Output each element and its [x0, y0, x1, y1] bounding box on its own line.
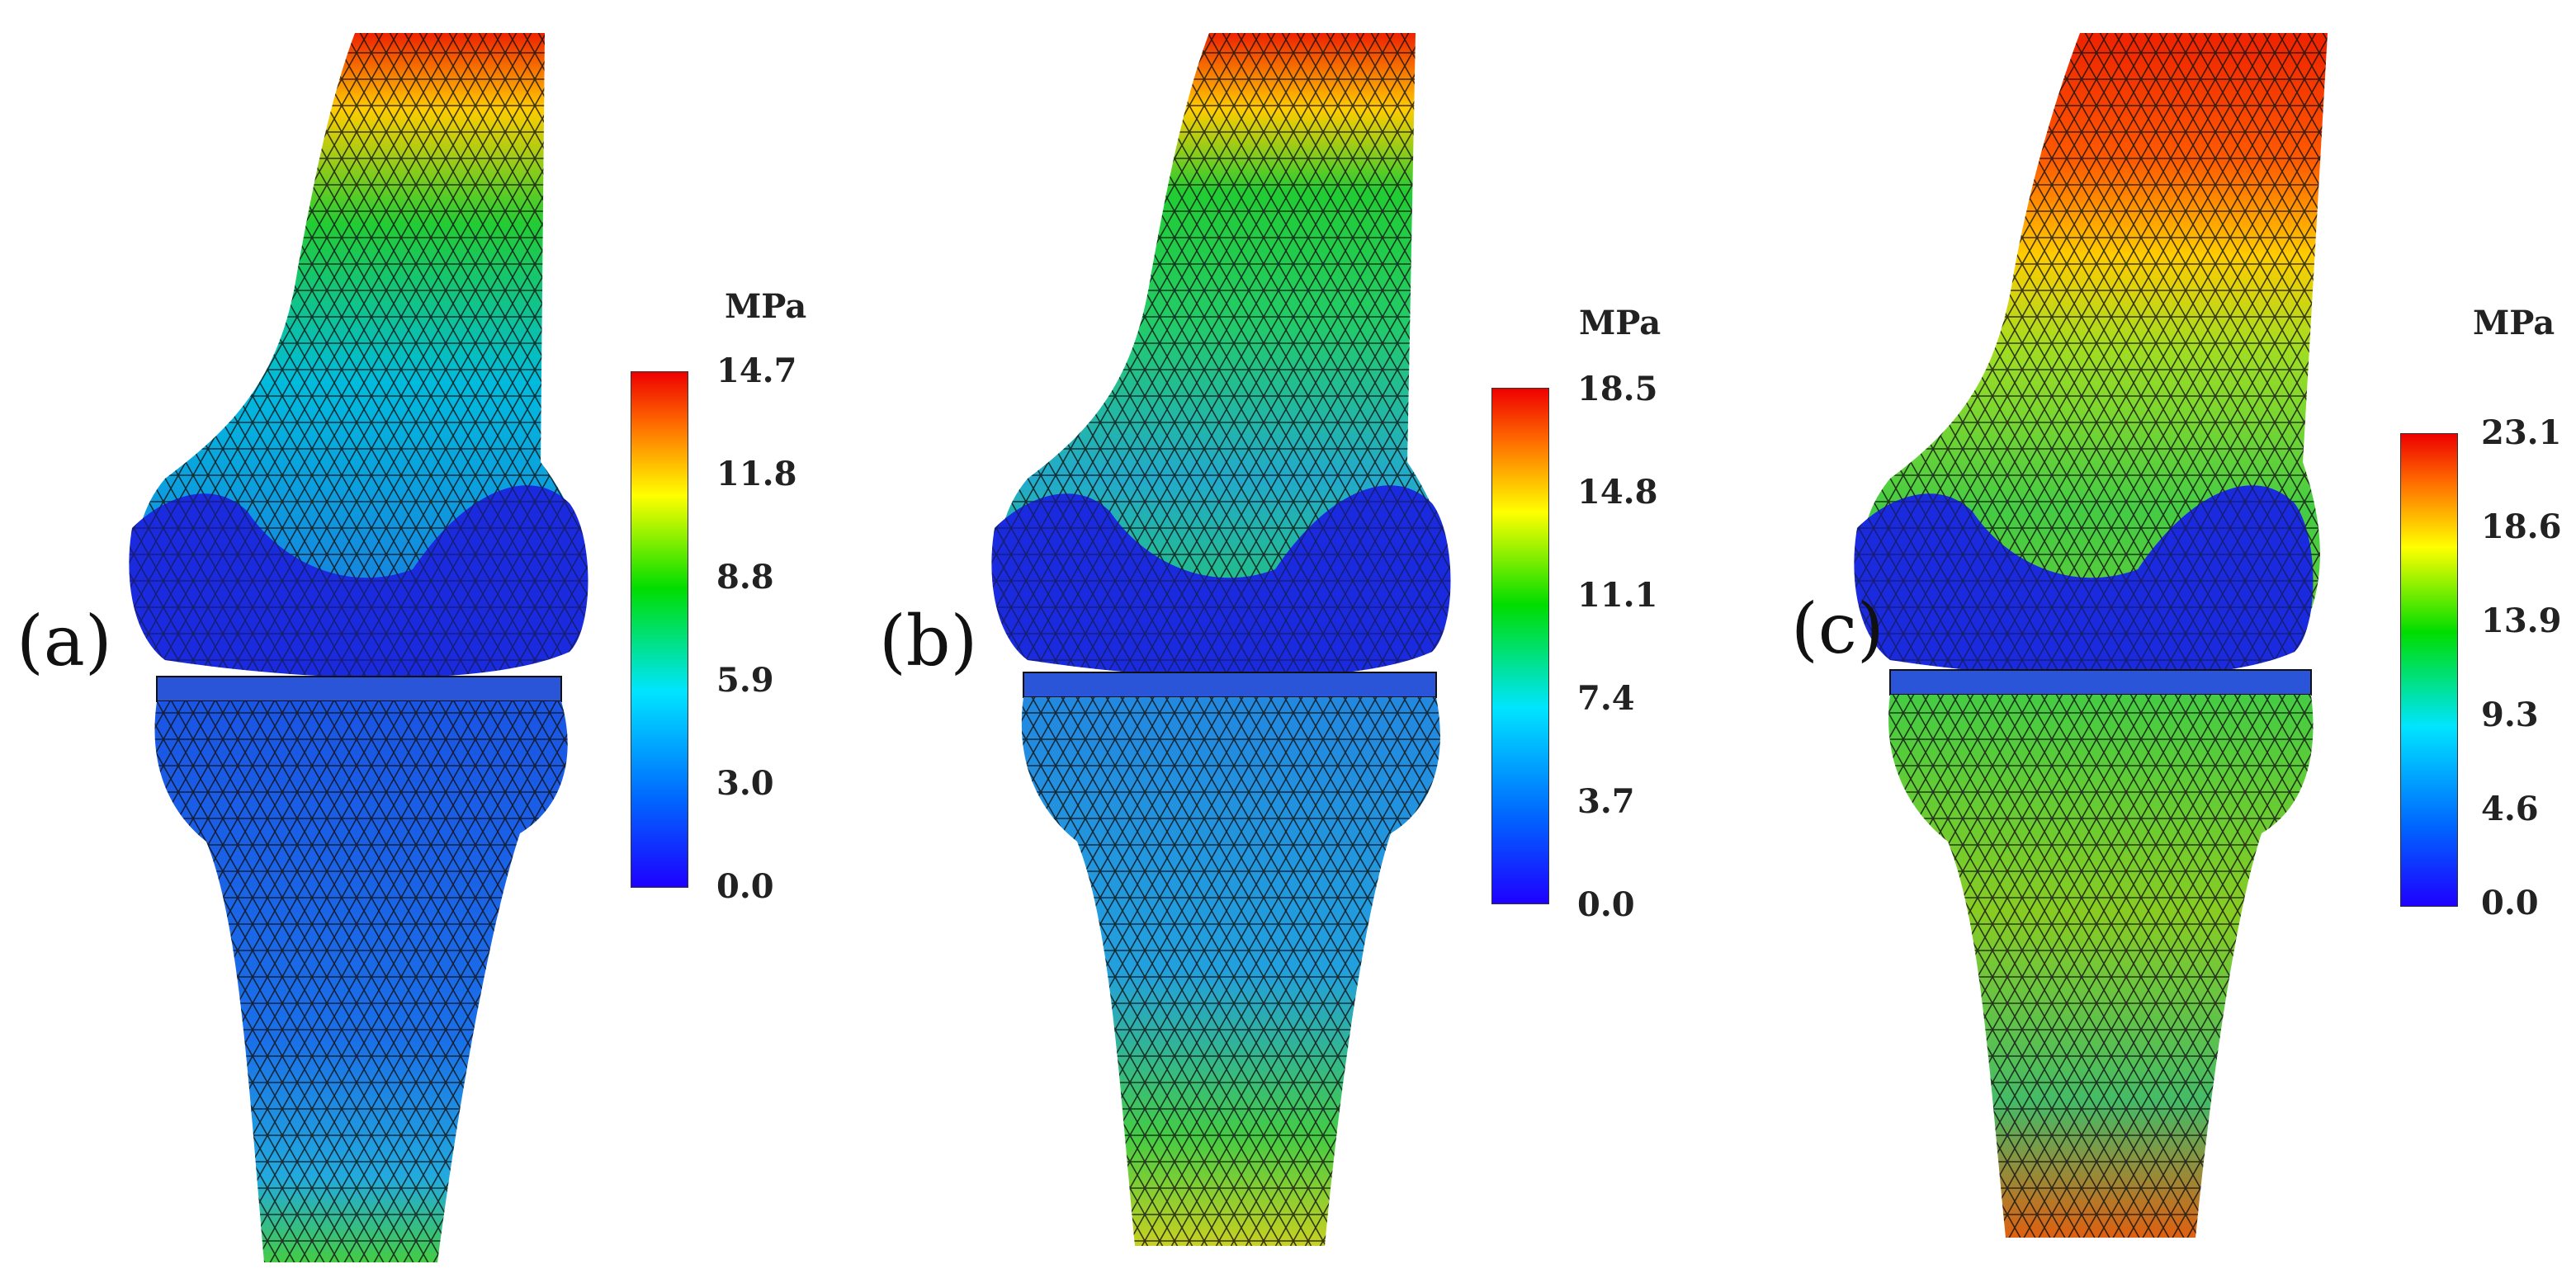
colorbar-b: [1491, 388, 1549, 904]
colorbar-a: [631, 371, 688, 888]
colorbar-tick-a-1: 11.8: [716, 455, 797, 493]
colorbar-tick-c-1: 18.6: [2481, 507, 2562, 546]
colorbar-tick-b-5: 0.0: [1577, 885, 1635, 924]
colorbar-tick-a-5: 0.0: [716, 867, 774, 906]
panel-b: (b) MPa 18.5 14.8 11.1 7.4 3.7 0.0: [863, 0, 1721, 1283]
colorbar-tick-c-3: 9.3: [2481, 696, 2539, 734]
knee-model-c: [1854, 33, 2328, 1238]
colorbar-tick-c-2: 13.9: [2481, 601, 2562, 640]
colorbar-unit-c: MPa: [2473, 304, 2555, 342]
panel-a: (a) MPa 14.7 11.8 8.8 5.9 3.0 0.0: [0, 0, 858, 1283]
knee-model-b: [991, 33, 1451, 1246]
colorbar-tick-c-0: 23.1: [2481, 413, 2562, 452]
colorbar-unit-b: MPa: [1579, 304, 1661, 342]
colorbar-tick-a-3: 5.9: [716, 661, 774, 700]
colorbar-tick-b-4: 3.7: [1577, 782, 1635, 821]
panel-label-c: (c): [1791, 588, 1884, 669]
colorbar-tick-c-4: 4.6: [2481, 790, 2539, 828]
colorbar-tick-b-1: 14.8: [1577, 473, 1658, 512]
panel-label-b: (b): [879, 601, 978, 682]
colorbar-tick-a-0: 14.7: [716, 351, 797, 390]
colorbar-tick-a-2: 8.8: [716, 558, 774, 597]
colorbar-tick-b-2: 11.1: [1577, 576, 1658, 615]
colorbar-c: [2400, 433, 2458, 907]
colorbar-unit-a: MPa: [725, 287, 807, 326]
colorbar-tick-b-0: 18.5: [1577, 370, 1658, 408]
panel-c: (c) MPa 23.1 18.6 13.9 9.3 4.6 0.0: [1725, 0, 2576, 1283]
colorbar-tick-b-3: 7.4: [1577, 679, 1635, 718]
colorbar-tick-a-4: 3.0: [716, 764, 774, 803]
colorbar-tick-c-5: 0.0: [2481, 884, 2539, 922]
panel-label-a: (a): [17, 601, 112, 682]
knee-model-a: [129, 33, 588, 1262]
